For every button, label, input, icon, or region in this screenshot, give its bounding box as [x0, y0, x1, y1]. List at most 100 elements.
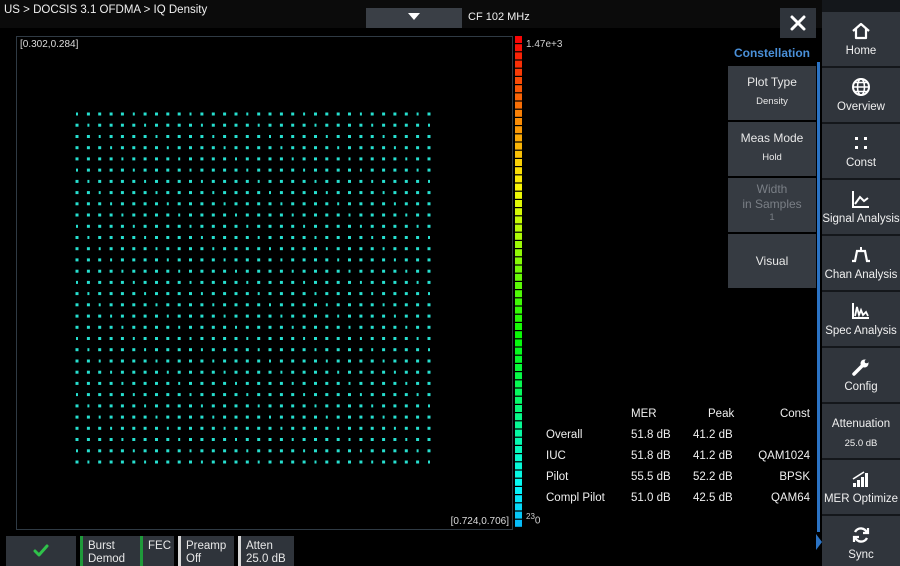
constellation-point	[75, 381, 79, 385]
constellation-point	[98, 213, 102, 217]
constellation-point	[75, 426, 79, 430]
constellation-point	[382, 168, 386, 172]
nav-config[interactable]: Config	[822, 348, 900, 402]
constellation-point	[404, 370, 408, 374]
constellation-point	[75, 370, 79, 374]
constellation-point	[98, 449, 102, 453]
constellation-point	[155, 191, 158, 195]
close-button[interactable]	[780, 8, 816, 38]
constellation-point	[132, 168, 135, 172]
constellation-point	[86, 135, 90, 138]
constellation-point	[189, 325, 192, 329]
nav-const[interactable]: Const	[822, 124, 900, 178]
constellation-point	[336, 337, 340, 340]
constellation-point	[404, 236, 408, 239]
plot-type-value: Density	[756, 96, 788, 107]
constellation-point	[382, 213, 386, 217]
nav-attenuation-label: Attenuation	[831, 418, 891, 430]
constellation-point	[359, 404, 363, 408]
constellation-point	[211, 168, 215, 172]
constellation-point	[393, 359, 397, 363]
constellation-point	[291, 337, 295, 340]
constellation-point	[98, 381, 102, 385]
constellation-point	[268, 236, 272, 239]
nav-sync[interactable]: Sync	[822, 516, 900, 566]
constellation-point	[144, 236, 147, 239]
constellation-point	[302, 202, 306, 206]
constellation-point	[257, 314, 261, 318]
constellation-point	[314, 303, 317, 307]
constellation-point	[257, 236, 260, 239]
constellation-point	[268, 292, 272, 296]
constellation-point	[416, 269, 420, 273]
constellation-point	[155, 381, 158, 385]
constellation-point	[245, 247, 249, 251]
constellation-point	[200, 449, 204, 453]
constellation-point	[223, 280, 227, 284]
constellation-point	[370, 393, 374, 397]
nav-home[interactable]: Home	[822, 12, 900, 66]
constellation-point	[177, 348, 181, 352]
constellation-point	[86, 303, 90, 307]
mer-value: 55.5 dB	[631, 471, 671, 483]
constellation-point	[336, 325, 340, 329]
nav-attenuation[interactable]: Attenuation 25.0 dB	[822, 404, 900, 458]
constellation-point	[245, 202, 249, 206]
nav-chan-analysis[interactable]: Chan Analysis	[822, 236, 900, 290]
constellation-point	[370, 224, 374, 228]
constellation-point	[155, 258, 158, 262]
nav-overview[interactable]: Overview	[822, 68, 900, 122]
constellation-point	[120, 135, 124, 138]
constellation-point	[246, 449, 249, 453]
constellation-point	[268, 314, 272, 318]
constellation-point	[166, 247, 170, 251]
meas-mode-label: Meas Mode	[740, 131, 804, 145]
constellation-point	[359, 359, 363, 363]
constellation-point	[177, 258, 181, 262]
iq-density-plot[interactable]: [0.302,0.284] [0.724,0.706]	[16, 36, 513, 530]
plot-type-button[interactable]: Plot Type Density	[728, 66, 816, 120]
constellation-point	[359, 325, 363, 329]
constellation-point	[200, 393, 204, 397]
constellation-point	[416, 438, 420, 441]
view-dropdown-button[interactable]	[366, 8, 462, 28]
constellation-point	[279, 404, 283, 408]
constellation-point	[132, 191, 136, 195]
constellation-point	[314, 359, 317, 363]
constellation-point	[234, 449, 238, 453]
constellation-point	[336, 168, 340, 172]
constellation-point	[98, 280, 102, 284]
constellation-point	[336, 135, 340, 138]
scale-segment	[515, 314, 522, 322]
constellation-point	[120, 280, 124, 284]
visual-button[interactable]: Visual	[728, 234, 816, 288]
constellation-point	[189, 213, 192, 217]
constellation-point	[279, 303, 283, 307]
constellation-point	[348, 112, 351, 116]
constellation-point	[234, 135, 238, 138]
constellation-point	[371, 179, 374, 183]
constellation-point	[427, 146, 431, 150]
nav-mer-optimize[interactable]: MER Optimize	[822, 460, 900, 514]
constellation-point	[404, 247, 408, 251]
nav-spec-analysis[interactable]: Spec Analysis	[822, 292, 900, 346]
ok-button[interactable]	[6, 536, 76, 566]
constellation-point	[76, 168, 78, 172]
constellation-point	[200, 325, 204, 329]
constellation-point	[98, 359, 101, 363]
constellation-point	[359, 393, 362, 397]
constellation-point	[245, 135, 249, 138]
meas-mode-button[interactable]: Meas Mode Hold	[728, 122, 816, 176]
constellation-point	[393, 236, 397, 239]
constellation-point	[370, 314, 374, 318]
constellation-point	[143, 449, 147, 453]
constellation-point	[382, 393, 386, 397]
fec-label: FEC	[148, 540, 171, 552]
constellation-point	[223, 370, 226, 374]
nav-signal-analysis[interactable]: Signal Analysis	[822, 180, 900, 234]
constellation-point	[405, 325, 408, 329]
constellation-point	[393, 404, 397, 408]
constellation-point	[280, 202, 283, 206]
constellation-point	[109, 460, 113, 464]
constellation-point	[371, 292, 374, 296]
